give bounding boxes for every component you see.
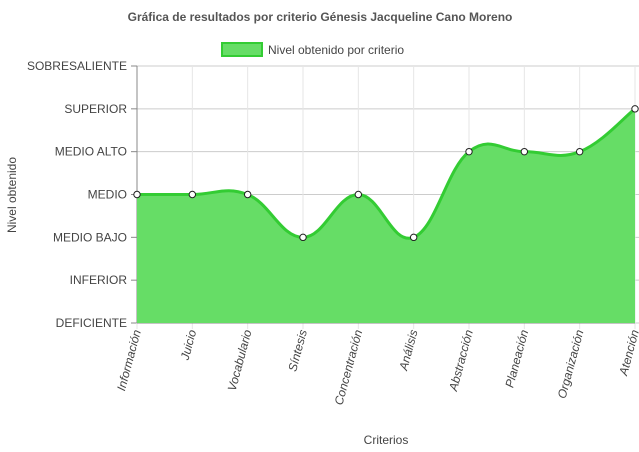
data-point[interactable] <box>631 105 639 113</box>
chart-title: Gráfica de resultados por criterio Génes… <box>128 10 513 24</box>
x-tick-label: Abstracción <box>446 328 476 393</box>
legend-swatch <box>221 42 263 57</box>
y-tick-label: MEDIO ALTO <box>55 145 127 159</box>
data-point[interactable] <box>575 147 584 156</box>
series-area <box>137 108 635 323</box>
x-tick-label: Análisis <box>396 328 420 373</box>
data-points <box>133 105 639 242</box>
data-point[interactable] <box>133 190 141 199</box>
area-layer <box>137 107 636 323</box>
data-point[interactable] <box>409 233 418 242</box>
legend-label: Nivel obtenido por criterio <box>268 43 404 57</box>
x-tick-label: Información <box>114 328 144 392</box>
x-tick-labels: Información Juicio Vocabulario Síntesis Conc… <box>114 328 639 407</box>
x-tick-label: Atención <box>616 328 639 378</box>
x-tick-label: Juicio <box>178 328 200 363</box>
y-axis-label: Nivel obtenido <box>5 157 19 233</box>
data-point[interactable] <box>465 147 473 156</box>
x-axis-label: Criterios <box>364 433 409 447</box>
y-tick-label: DEFICIENTE <box>56 316 127 330</box>
series-line <box>137 107 636 240</box>
data-point[interactable] <box>299 233 307 242</box>
x-tick-label: Planeación <box>502 328 531 389</box>
y-tick-label: INFERIOR <box>70 273 128 287</box>
y-tick-label: SUPERIOR <box>64 102 127 116</box>
data-point[interactable] <box>188 190 197 199</box>
y-tick-label: SOBRESALIENTE <box>27 59 127 73</box>
data-point[interactable] <box>520 147 529 156</box>
y-tick-label: MEDIO <box>88 188 127 202</box>
x-tick-label: Síntesis <box>285 328 310 373</box>
y-tick-label: MEDIO BAJO <box>53 230 127 244</box>
x-tick-label: Vocabulario <box>225 328 255 393</box>
data-point[interactable] <box>354 190 363 199</box>
data-point[interactable] <box>243 190 252 199</box>
x-tick-label: Concentración <box>332 328 366 407</box>
y-tick-labels: DEFICIENTE INFERIOR MEDIO BAJO MEDIO MEDIO A… <box>27 59 127 330</box>
x-tick-label: Organización <box>555 328 587 400</box>
legend[interactable]: Nivel obtenido por criterio <box>221 42 404 57</box>
